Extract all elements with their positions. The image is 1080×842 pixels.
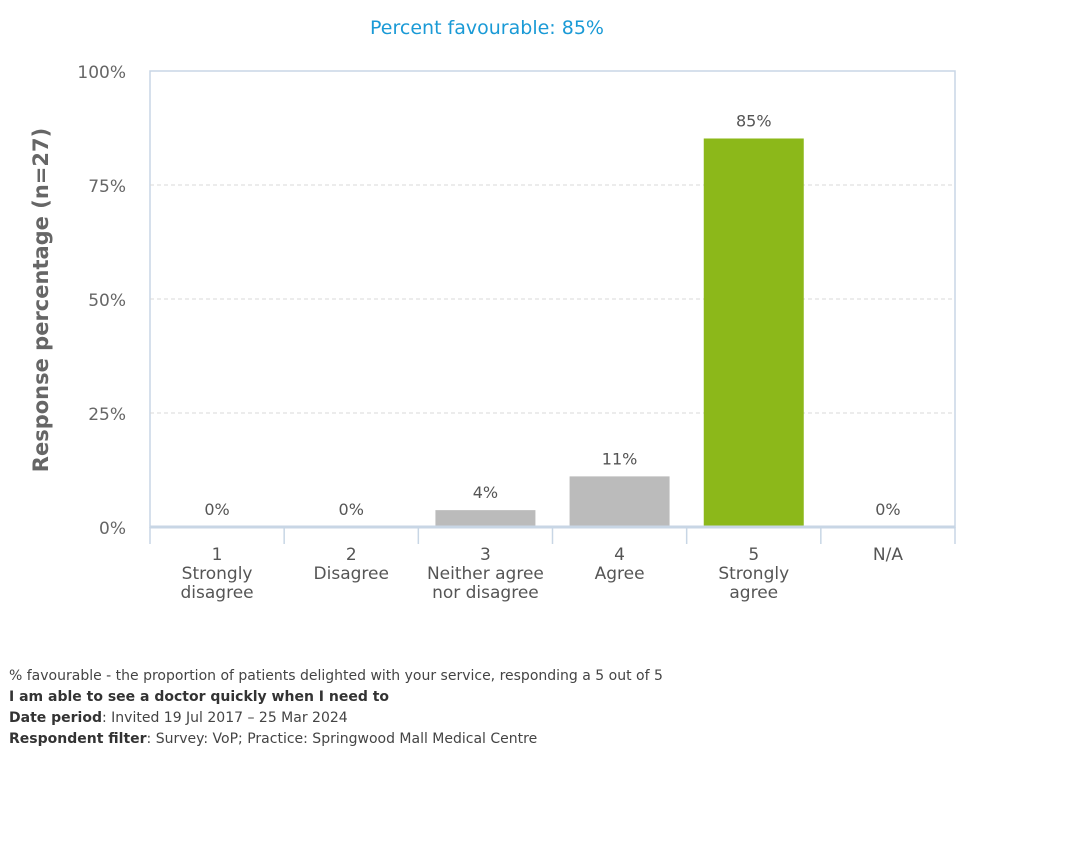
y-tick-label: 0% bbox=[99, 519, 126, 539]
x-tick-code: 1 bbox=[212, 545, 223, 565]
bar-value-label: 85% bbox=[736, 111, 772, 130]
footer-definition: % favourable - the proportion of patient… bbox=[9, 668, 663, 684]
x-tick-label: Agree bbox=[595, 564, 645, 584]
x-tick-label: Strongly bbox=[182, 564, 253, 584]
x-tick-code: 5 bbox=[748, 545, 759, 565]
x-tick-code: 2 bbox=[346, 545, 357, 565]
bar bbox=[703, 138, 804, 527]
x-tick-label: Neither agree bbox=[427, 564, 544, 584]
bar-chart: Percent favourable: 85% Response percent… bbox=[29, 17, 956, 603]
footer-date-period: Date period: Invited 19 Jul 2017 – 25 Ma… bbox=[9, 708, 663, 729]
chart-title: Percent favourable: 85% bbox=[370, 17, 604, 39]
bar-value-label: 0% bbox=[875, 500, 900, 519]
respondent-filter-value: : Survey: VoP; Practice: Springwood Mall… bbox=[146, 731, 538, 747]
date-period-label: Date period bbox=[9, 710, 102, 726]
y-tick-label: 100% bbox=[77, 63, 126, 83]
bar-value-label: 11% bbox=[602, 449, 638, 468]
footer-respondent-filter: Respondent filter: Survey: VoP; Practice… bbox=[9, 729, 663, 750]
bar bbox=[569, 476, 670, 527]
x-tick-label: nor disagree bbox=[432, 583, 539, 603]
bar-value-label: 0% bbox=[339, 500, 364, 519]
x-tick-code: N/A bbox=[873, 545, 903, 565]
chart-footer: % favourable - the proportion of patient… bbox=[9, 666, 663, 750]
bar-value-label: 0% bbox=[204, 500, 229, 519]
y-axis-label: Response percentage (n=27) bbox=[29, 128, 53, 472]
bar bbox=[435, 510, 536, 527]
x-tick-label: Disagree bbox=[314, 564, 389, 584]
y-tick-label: 50% bbox=[88, 291, 126, 311]
bar-value-label: 4% bbox=[473, 483, 498, 502]
date-period-value: : Invited 19 Jul 2017 – 25 Mar 2024 bbox=[102, 710, 348, 726]
x-tick-label: disagree bbox=[181, 583, 254, 603]
x-tick-label: agree bbox=[729, 583, 778, 603]
x-tick-code: 4 bbox=[614, 545, 625, 565]
y-tick-label: 25% bbox=[88, 405, 126, 425]
footer-question: I am able to see a doctor quickly when I… bbox=[9, 687, 663, 708]
x-tick-code: 3 bbox=[480, 545, 491, 565]
y-tick-label: 75% bbox=[88, 177, 126, 197]
question-text: I am able to see a doctor quickly when I… bbox=[9, 689, 390, 705]
respondent-filter-label: Respondent filter bbox=[9, 731, 147, 747]
x-tick-label: Strongly bbox=[718, 564, 789, 584]
